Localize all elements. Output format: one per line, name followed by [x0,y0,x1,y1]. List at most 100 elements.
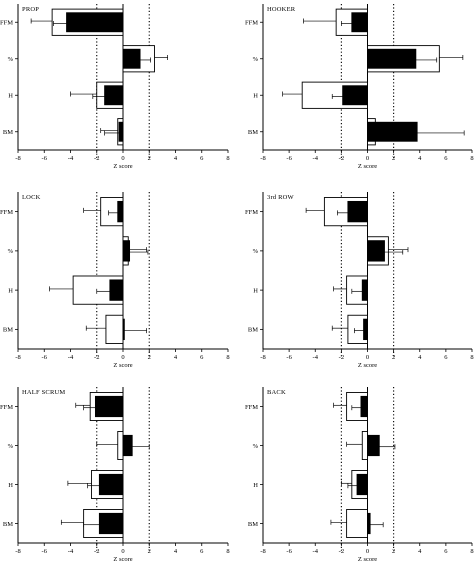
x-tick-label: -2 [339,354,344,361]
bar [122,434,133,457]
x-tick-label: 2 [148,155,151,162]
x-tick-label: -6 [42,155,48,162]
category-label: % [253,248,259,255]
bar [122,318,125,341]
bar [104,85,124,106]
panel-3rd-row: -8 -6 -4 -2 0 2 4 6 8 Z score 3rd ROW FFM% H BM [245,192,474,369]
category-label: BM [248,129,258,136]
bar [109,279,124,301]
bar [367,121,418,142]
x-tick-label: -4 [68,155,74,162]
category-label: FFM [0,209,13,216]
category-label: H [253,93,258,100]
panel-title: LOCK [22,194,41,201]
x-tick-label: 6 [444,548,448,555]
x-tick-label: -4 [313,548,319,555]
x-tick-label: -6 [286,548,292,555]
x-tick-label: -2 [94,155,99,162]
x-tick-label: 4 [418,354,422,361]
bar [347,200,368,223]
x-tick-label: 8 [226,354,229,361]
x-tick-label: 2 [148,354,151,361]
x-tick-label: -4 [313,155,319,162]
bar [118,121,124,142]
x-axis-label: Z score [113,362,132,369]
bar [351,12,368,33]
x-tick-label: 6 [200,155,204,162]
category-label: BM [3,129,13,136]
x-tick-label: 0 [366,548,369,555]
category-label: BM [3,521,13,528]
x-tick-label: -2 [94,548,99,555]
bar [105,314,124,344]
panel-prop: -8 -6 -4 -2 0 2 4 6 8 Z score PROP FFM% H BM [0,4,230,170]
x-axis-label: Z score [358,556,377,561]
bar [361,431,368,460]
category-label: % [253,443,259,450]
bar [66,12,124,33]
category-label: H [8,93,13,100]
category-label: H [253,287,258,294]
x-axis-label: Z score [113,556,132,561]
x-tick-label: -6 [286,155,292,162]
x-tick-label: 0 [121,548,124,555]
category-label: H [253,482,258,489]
x-tick-label: -8 [15,354,20,361]
bar [367,512,371,535]
x-tick-label: 8 [470,548,473,555]
bar [360,395,368,418]
x-tick-label: -4 [313,354,319,361]
x-tick-label: -8 [15,548,20,555]
category-label: BM [3,327,13,334]
category-label: H [8,287,13,294]
x-tick-label: 8 [226,155,229,162]
category-label: FFM [245,404,258,411]
x-axis-label: Z score [358,163,377,170]
x-tick-label: 2 [392,155,395,162]
bar [356,473,368,496]
x-tick-label: -8 [260,548,265,555]
bar [117,200,124,223]
category-label: % [8,56,14,63]
x-tick-label: -2 [339,548,344,555]
panel-lock: -8 -6 -4 -2 0 2 4 6 8 Z score LOCK FFM% H BM [0,192,230,369]
x-tick-label: -8 [15,155,20,162]
x-tick-label: 2 [148,548,151,555]
x-tick-label: -4 [68,354,74,361]
x-tick-label: -6 [42,548,48,555]
bar [363,318,368,341]
bar [367,434,380,457]
bar [367,48,417,69]
category-label: FFM [0,20,13,27]
panel-title: HALF SCRUM [22,389,65,396]
panel-title: PROP [22,6,39,13]
panel-half-scrum: -8 -6 -4 -2 0 2 4 6 8 Z score HALF SCRUM FFM% H BM [0,387,230,561]
bar [117,431,124,460]
bar [98,512,124,535]
bar [122,48,141,69]
category-label: BM [248,327,258,334]
category-label: FFM [245,209,258,216]
x-tick-label: 0 [121,155,124,162]
x-tick-label: -4 [68,548,74,555]
x-tick-label: -8 [260,354,265,361]
x-tick-label: 6 [200,354,204,361]
bar [367,240,385,262]
panel-title: BACK [267,389,286,396]
x-tick-label: 8 [470,354,473,361]
x-tick-label: 0 [366,354,369,361]
x-tick-label: 4 [174,155,178,162]
category-label: % [253,56,259,63]
panel-back: -8 -6 -4 -2 0 2 4 6 8 Z score BACK FFM% H BM [245,387,474,561]
category-label: BM [248,521,258,528]
x-tick-label: 6 [444,354,448,361]
x-tick-label: 6 [200,548,204,555]
x-tick-label: -6 [286,354,292,361]
bar [94,395,124,418]
x-tick-label: 4 [418,548,422,555]
x-tick-label: 8 [226,548,229,555]
bar [98,473,124,496]
category-label: H [8,482,13,489]
x-tick-label: 8 [470,155,473,162]
